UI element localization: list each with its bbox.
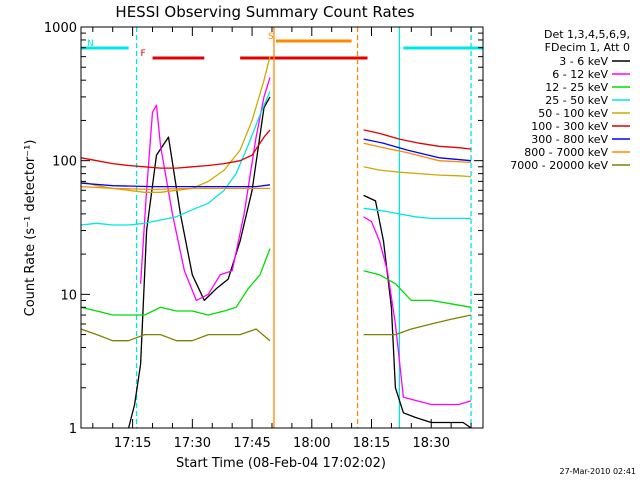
- flag-label-S: S: [268, 32, 274, 42]
- series-line: [127, 96, 271, 428]
- x-tick-label: 17:45: [233, 436, 270, 451]
- y-tick-label: 1000: [44, 21, 77, 36]
- legend-entry-label: 800 - 7000 keV: [524, 146, 608, 159]
- series-line: [81, 56, 271, 193]
- legend-entry-label: 100 - 300 keV: [531, 120, 608, 133]
- x-axis: 17:15 17:30 17:45 18:00 18:15 18:30: [92, 27, 472, 451]
- chart-title: HESSI Observing Summary Count Rates: [115, 3, 414, 21]
- series-line: [363, 314, 472, 336]
- series-line: [363, 129, 472, 150]
- x-tick-label: 18:00: [293, 436, 330, 451]
- legend-header-line: Det 1,3,4,5,6,9,: [544, 28, 630, 41]
- series-line: [363, 207, 472, 220]
- flag-label-F: F: [141, 49, 146, 59]
- plot-frame: [80, 26, 484, 429]
- series-line: [363, 216, 472, 406]
- y-tick-label: 100: [52, 155, 77, 170]
- legend-header-line: FDecim 1, Att 0: [545, 41, 630, 54]
- time-markers: [135, 27, 472, 428]
- series-line: [81, 328, 271, 342]
- legend-entry-label: 6 - 12 keV: [552, 68, 608, 81]
- series-line: [363, 194, 472, 428]
- series-line: [81, 91, 271, 226]
- y-tick-label: 10: [60, 288, 77, 303]
- legend-entry-label: 12 - 25 keV: [545, 81, 608, 94]
- x-tick-label: 17:15: [114, 436, 151, 451]
- footer-date: 27-Mar-2010 02:41: [560, 467, 637, 476]
- x-tick-label: 17:30: [174, 436, 211, 451]
- x-axis-label: Start Time (08-Feb-04 17:02:02): [176, 456, 386, 471]
- series-line: [81, 129, 271, 169]
- series-line: [363, 142, 472, 164]
- series-lines: [81, 56, 472, 428]
- legend-entry-label: 300 - 800 keV: [531, 133, 608, 146]
- status-flags: N F S: [81, 32, 483, 60]
- series-line: [81, 248, 271, 316]
- series-line: [363, 138, 472, 162]
- y-axis-label: Count Rate (s⁻¹ detector⁻¹): [23, 140, 38, 317]
- legend: Det 1,3,4,5,6,9,FDecim 1, Att 03 - 6 keV…: [510, 28, 630, 172]
- series-line: [139, 77, 271, 302]
- x-tick-label: 18:30: [413, 436, 450, 451]
- series-line: [363, 270, 472, 308]
- legend-entry-label: 3 - 6 keV: [559, 55, 608, 68]
- legend-entry-label: 25 - 50 keV: [545, 94, 608, 107]
- x-tick-label: 18:15: [353, 436, 390, 451]
- legend-entry-label: 50 - 100 keV: [538, 107, 608, 120]
- series-line: [81, 182, 271, 188]
- flag-label-N: N: [87, 39, 94, 49]
- y-axis: 1 10 100 1000: [44, 21, 483, 437]
- series-line: [81, 185, 270, 191]
- series-line: [363, 166, 472, 178]
- legend-entry-label: 7000 - 20000 keV: [510, 159, 608, 172]
- y-tick-label: 1: [69, 422, 77, 437]
